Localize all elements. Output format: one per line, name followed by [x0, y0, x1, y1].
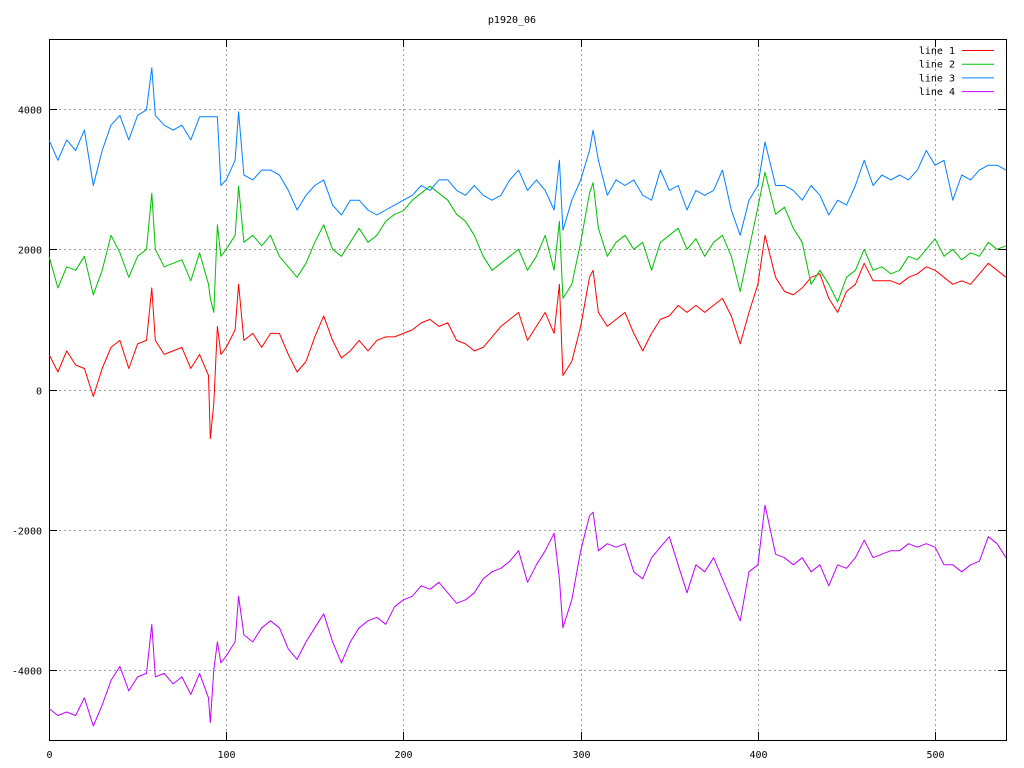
- legend-label: line 1: [919, 46, 955, 57]
- series-line-1: [48, 234, 1007, 440]
- series-lines: [48, 67, 1007, 727]
- series-line-2: [48, 171, 1007, 313]
- plot-border: [49, 39, 1007, 741]
- y-tick-label: -2000: [12, 527, 42, 538]
- legend: line 1 line 2 line 3 line 4: [919, 46, 994, 98]
- x-tick-label: 300: [572, 750, 590, 761]
- x-tick-label: 200: [394, 750, 412, 761]
- series-line-4: [48, 504, 1007, 727]
- x-tick-label: 0: [46, 750, 52, 761]
- y-tick-label: 0: [36, 387, 42, 398]
- legend-label: line 4: [919, 87, 955, 98]
- y-tick-label: 2000: [18, 246, 42, 257]
- series-line-3: [48, 67, 1007, 236]
- y-tick-label: 4000: [18, 106, 42, 117]
- x-tick-label: 500: [926, 750, 944, 761]
- chart-title: p1920_06: [488, 15, 536, 26]
- x-tick-label: 400: [749, 750, 767, 761]
- legend-label: line 2: [919, 60, 955, 71]
- x-tick-label: 100: [217, 750, 235, 761]
- grid-lines: [49, 39, 1006, 740]
- y-tick-label: -4000: [12, 667, 42, 678]
- legend-label: line 3: [919, 73, 955, 84]
- axes: 0 100 200 300 400 500 -4000 -2000 0 2000 4000: [12, 39, 1007, 761]
